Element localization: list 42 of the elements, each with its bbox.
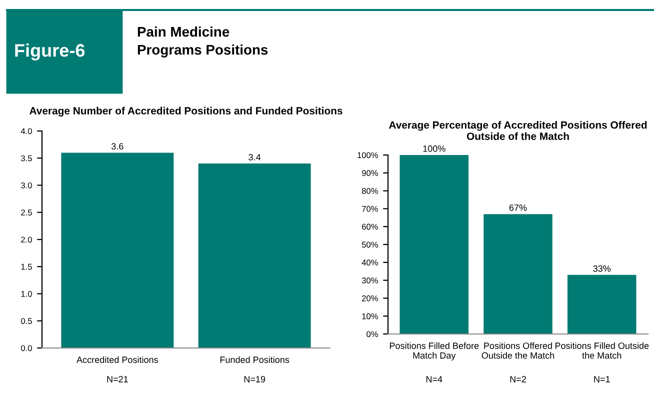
y-tick-label: 0.5 [21,318,32,324]
y-tick-label: 3.0 [21,182,32,188]
x-tick-label: Positions Offered Outside the Match [482,342,554,359]
x-tick-label: Funded Positions [220,356,290,363]
text: N=19 [244,376,266,382]
bar [400,155,469,334]
y-tick-label: 1.0 [21,290,32,297]
y-tick-label: 50% [362,242,378,248]
text: Pain Medicine Programs Positions [138,26,268,58]
x-tick-label: Accredited Positions [76,356,158,363]
data-label: 33% [593,265,611,272]
x-tick-label: Positions Filled Outside the Match [555,342,649,359]
y-tick-label: 3.5 [21,155,32,162]
y-tick-label: 0% [366,331,378,338]
text: N=4 [426,376,442,382]
data-label: 3.6 [112,143,124,150]
chart-title: Average Percentage of Accredited Positions Offered Outside of the Match [388,121,647,140]
text: N=1 [594,376,610,382]
text: Figure-6 [15,44,85,60]
text: N=2 [510,376,526,382]
y-tick-label: 100% [358,152,378,158]
text: N=21 [107,376,128,382]
y-tick-label: 40% [362,260,378,266]
y-tick-label: 60% [362,224,378,230]
y-tick-label: 20% [362,295,378,302]
chart-title: Average Number of Accredited Positions and Funded Positions [30,106,342,117]
y-tick-label: 90% [362,170,378,176]
bar [484,214,552,334]
y-tick-label: 1.5 [21,264,32,270]
y-tick-label: 30% [362,278,378,284]
y-tick-label: 4.0 [20,128,32,134]
y-tick-label: 2.0 [21,236,32,243]
y-tick-label: 80% [362,188,378,194]
y-tick-label: 70% [362,206,378,212]
x-tick-label: Positions Filled Before Match Day [390,342,479,360]
y-tick-label: 2.5 [21,210,32,216]
y-tick-label: 10% [362,313,378,320]
bar [567,274,636,334]
y-tick-label: 0.0 [21,345,32,352]
data-label: 67% [509,204,527,211]
data-label: 3.4 [248,154,261,160]
data-label: 100% [423,145,446,152]
